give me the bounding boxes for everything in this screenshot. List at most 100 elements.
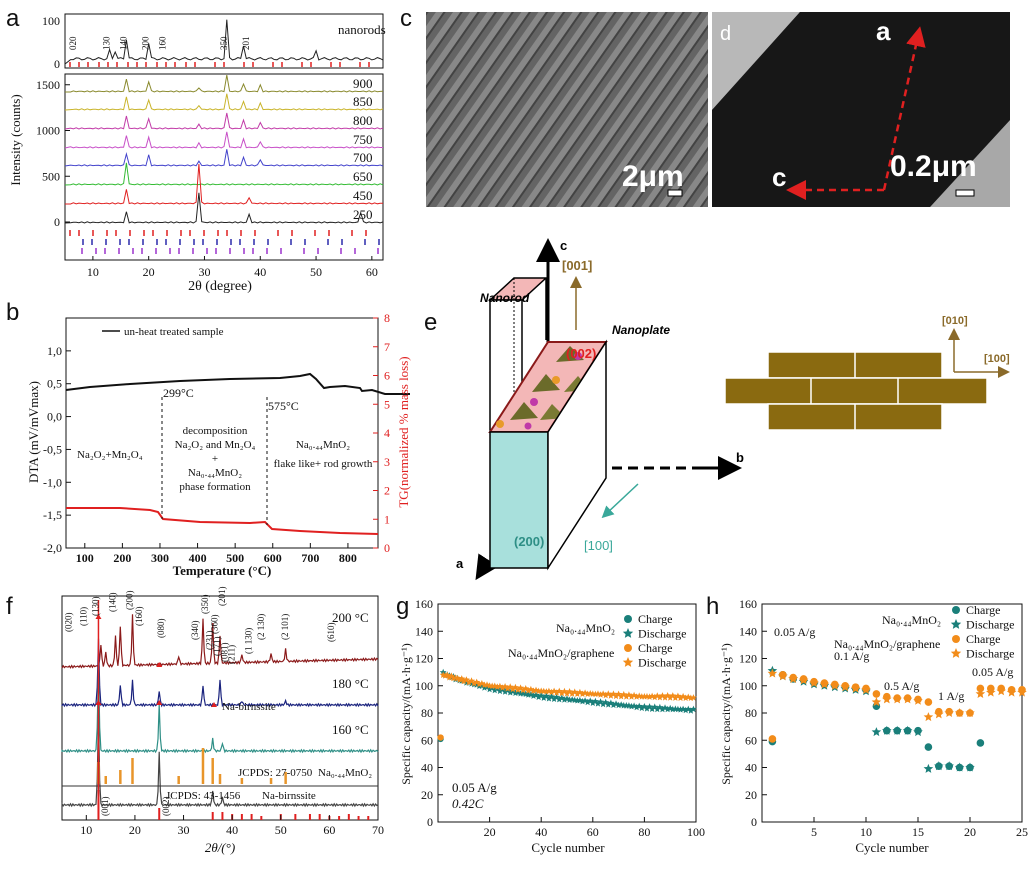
h-point — [819, 679, 830, 689]
g-point — [622, 693, 630, 700]
e-nanorod: Nanorod — [480, 291, 530, 305]
h-legend-label: Charge — [966, 603, 1000, 617]
h-point — [934, 761, 944, 771]
f-hkl-label: (171) — [212, 637, 222, 657]
g-point — [506, 689, 514, 696]
h-point — [902, 725, 913, 735]
g-xtick-label: 40 — [535, 825, 547, 839]
g-note2: 0.42C — [452, 796, 484, 811]
b-ytick-label: -1,5 — [43, 508, 62, 522]
g-xtick-label: 80 — [638, 825, 650, 839]
h-point — [788, 673, 798, 683]
a-top-trace-line — [64, 19, 384, 65]
g-point — [499, 684, 506, 691]
sem-image — [426, 12, 708, 207]
h-point — [798, 675, 809, 685]
b-ytick-label: 0,5 — [47, 377, 62, 391]
g-point — [579, 690, 586, 697]
f-birnessite-marker-icon — [211, 702, 217, 707]
h-rate-1: 0.05 A/g — [774, 625, 815, 639]
h-point — [871, 697, 882, 707]
h-legend-label: Discharge — [966, 618, 1014, 632]
panel-g-xlabel: Cycle number — [531, 840, 605, 855]
g-point — [576, 696, 584, 704]
panel-f: f 10 20 30 40 50 60 70 (020) (110)(130) (140) (20… — [6, 587, 384, 856]
b-region3-l2: flake like+ rod growth — [274, 458, 373, 470]
f-hkl-label: (610) — [326, 623, 336, 643]
f-xtick-label: 20 — [129, 823, 141, 837]
g-point — [677, 694, 684, 701]
a-trace — [65, 163, 384, 205]
g-point — [504, 685, 512, 692]
f-hkl-label: (080) — [156, 619, 166, 639]
f-hkl-label: (2 101) — [280, 614, 290, 640]
g-legend-label: Charge — [638, 641, 672, 655]
f-trace-180: 180 °C — [332, 676, 369, 691]
g-ytick-label: 120 — [415, 652, 433, 666]
g-point — [568, 690, 576, 697]
f-trace — [61, 714, 379, 808]
g-point — [514, 689, 522, 696]
g-point — [682, 706, 690, 714]
panel-h: h 5 10 15 20 25 0 20 40 60 80 100 120 140 160 Na₀.₄₄M… — [706, 593, 1028, 855]
h-ytick-label: 160 — [739, 597, 757, 611]
g-point — [473, 678, 481, 686]
h-rate-5: 0.05 A/g — [972, 665, 1013, 679]
panel-f-xlabel: 2θ/(°) — [205, 840, 235, 855]
g-point — [501, 683, 509, 690]
f-birnessite-marker — [156, 662, 163, 667]
h-ytick-label: 20 — [745, 788, 757, 802]
g-point — [558, 689, 566, 697]
h-point — [976, 739, 985, 747]
g-point — [550, 695, 558, 702]
f-jcpds2-name: Na-birnssite — [262, 790, 316, 802]
h-ytick-label: 40 — [745, 761, 757, 775]
panel-g: g 20 40 60 80 100 0 20 40 60 80 100 120 140 160 Na₀.₄… — [396, 593, 705, 855]
g-point — [524, 691, 532, 698]
g-point — [527, 685, 535, 693]
g-point — [690, 694, 697, 701]
a-temp-label: 850 — [353, 94, 373, 109]
a-temp-label: 700 — [353, 150, 373, 165]
g-point — [576, 688, 584, 696]
g-point — [671, 694, 679, 701]
h-legend-label: Charge — [966, 632, 1000, 646]
b-legend: un-heat treated sample — [124, 326, 224, 338]
h-point — [934, 709, 944, 719]
panel-g-label: g — [396, 593, 409, 620]
panel-g-marks — [437, 668, 697, 743]
g-xtick-label: 20 — [484, 825, 496, 839]
g-point — [555, 695, 563, 703]
h-point — [861, 684, 871, 694]
a-xtick-label: 40 — [254, 265, 266, 279]
panel-f-frame — [61, 595, 379, 821]
h-point — [986, 687, 996, 697]
h-ytick-label: 120 — [739, 652, 757, 666]
e-100-arrow — [601, 483, 639, 519]
g-point — [687, 707, 695, 714]
h-point — [976, 684, 985, 693]
f-hkl-label: (340) — [190, 621, 200, 641]
b-xtick-label: 400 — [189, 551, 207, 565]
f-hkl-label: (2 130) — [256, 614, 266, 640]
a-xtick-label: 30 — [198, 265, 210, 279]
f-hkl-label: (130) — [90, 597, 100, 617]
h-point — [924, 743, 933, 751]
a-temp-label: 650 — [353, 169, 373, 184]
a-xtick-label: 50 — [310, 265, 322, 279]
b-ytick-right-label: 1 — [384, 512, 390, 526]
g-point — [584, 698, 592, 706]
h-point — [965, 708, 975, 717]
panel-a-axis-ticks: 10 20 30 40 50 60 0 500 1000 1500 0 100 020 130 140 200… — [36, 14, 378, 279]
tg-curve — [66, 507, 379, 535]
h-xtick-label: 20 — [964, 825, 976, 839]
h-point — [975, 688, 986, 698]
g-legend-marker — [622, 628, 634, 638]
dta-curve — [65, 372, 410, 395]
f-hkl-label: (231) — [205, 631, 215, 651]
f-xtick-label: 60 — [323, 823, 335, 837]
panel-e: e c b a (002) (200) — [424, 238, 1010, 581]
f-trace — [61, 638, 379, 708]
h-rate-3: 0.5 A/g — [884, 679, 919, 693]
